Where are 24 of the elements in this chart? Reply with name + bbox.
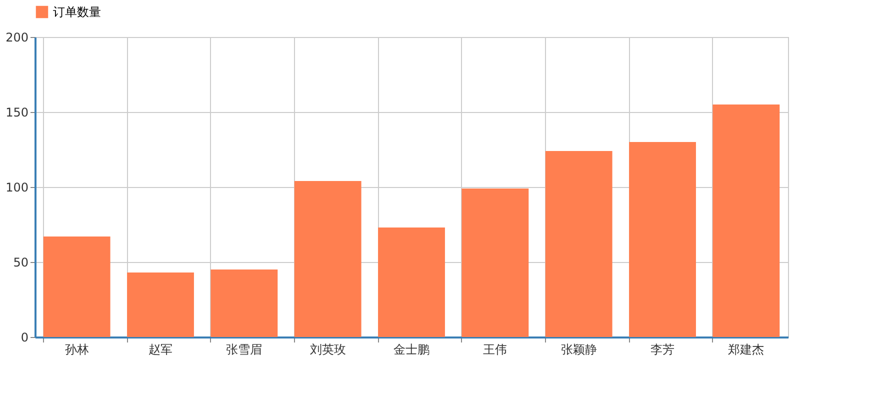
y-tick-label: 0 (20, 330, 28, 344)
x-tick-label: 金士鹏 (394, 342, 430, 356)
y-tick-label: 50 (13, 256, 28, 270)
x-tick-label: 王伟 (483, 342, 508, 356)
legend-label: 订单数量 (53, 5, 101, 19)
x-tick-label: 郑建杰 (728, 342, 764, 356)
bar (127, 272, 194, 337)
bar (545, 151, 612, 337)
bar (378, 228, 445, 337)
y-tick-label: 150 (6, 106, 28, 120)
bar (462, 188, 529, 337)
bar (210, 270, 278, 337)
bar (712, 104, 780, 337)
x-tick-label: 孙林 (64, 342, 89, 356)
y-tick-label: 200 (6, 30, 28, 44)
x-tick-label: 赵军 (148, 342, 172, 356)
y-tick-label: 100 (6, 180, 28, 194)
x-tick-label: 刘英玫 (310, 342, 346, 356)
x-tick-label: 李芳 (650, 342, 674, 356)
bar (43, 236, 110, 337)
x-tick-label: 张雪眉 (226, 342, 262, 356)
x-tick-label: 张颖静 (560, 342, 597, 356)
bar (629, 142, 696, 337)
bar (294, 181, 362, 337)
